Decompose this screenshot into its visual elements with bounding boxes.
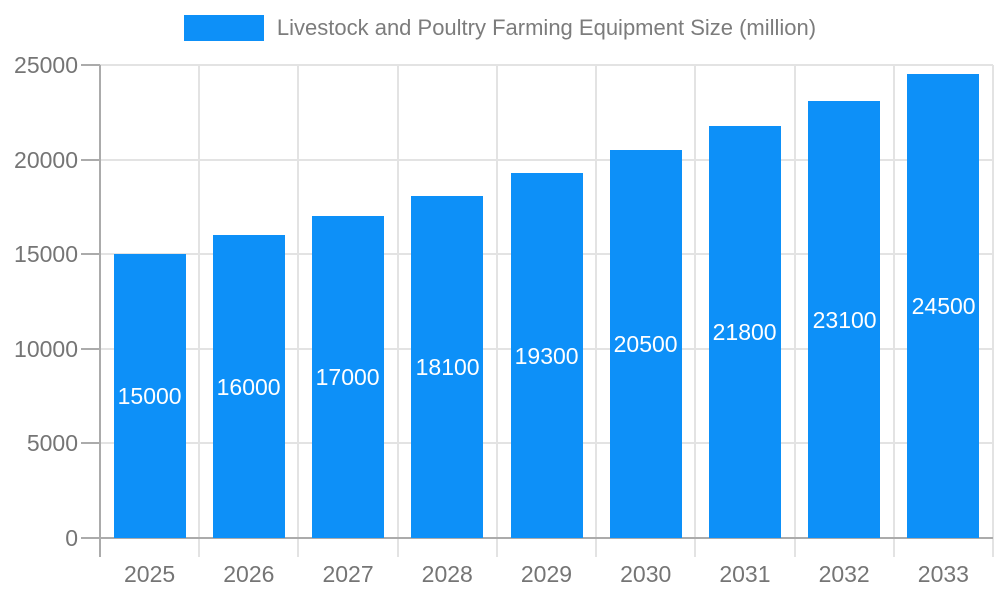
legend[interactable]: Livestock and Poultry Farming Equipment … (0, 15, 1000, 41)
y-axis-tick (81, 442, 100, 445)
y-axis-line (99, 65, 101, 557)
x-axis-tick-label: 2029 (520, 561, 573, 587)
x-axis-line (100, 537, 993, 539)
v-gridline (793, 65, 796, 557)
bar-2031[interactable] (709, 126, 781, 538)
h-gridline (100, 158, 993, 161)
bar-2033[interactable] (907, 74, 979, 538)
bar-value-label: 15000 (117, 383, 182, 409)
bar-2028[interactable] (411, 196, 483, 538)
y-axis-tick-label: 0 (65, 525, 78, 551)
y-axis-tick-label: 20000 (14, 146, 78, 173)
v-gridline (495, 65, 498, 557)
v-gridline (396, 65, 399, 557)
legend-label: Livestock and Poultry Farming Equipment … (276, 15, 817, 40)
y-axis-tick (81, 253, 100, 256)
x-axis-tick-label: 2030 (620, 561, 672, 587)
bar-value-label: 16000 (216, 374, 281, 400)
v-gridline (892, 65, 895, 557)
y-axis-tick (81, 64, 100, 66)
v-gridline (198, 65, 201, 557)
y-axis-tick-label: 10000 (14, 335, 78, 362)
bar-2030[interactable] (610, 150, 682, 538)
v-gridline (992, 65, 994, 557)
bar-value-label: 21800 (712, 319, 777, 345)
bar-2026[interactable] (213, 235, 285, 538)
h-gridline (100, 64, 993, 66)
y-axis-tick (81, 158, 100, 161)
legend-swatch (183, 15, 264, 41)
y-axis-tick-label: 5000 (26, 430, 78, 457)
bar-2032[interactable] (808, 101, 880, 538)
v-gridline (694, 65, 697, 557)
x-axis-tick-label: 2025 (124, 561, 176, 587)
bar-2027[interactable] (312, 216, 384, 538)
y-axis-tick-label: 25000 (14, 52, 78, 78)
x-axis-tick-label: 2033 (917, 561, 969, 587)
bar-value-label: 18100 (415, 354, 480, 380)
x-axis-tick-label: 2032 (818, 561, 870, 587)
bar-value-label: 24500 (911, 293, 976, 319)
x-axis-tick-label: 2027 (322, 561, 374, 587)
bar-value-label: 19300 (514, 343, 579, 369)
bar-value-label: 20500 (613, 331, 678, 357)
y-axis-tick-label: 15000 (14, 241, 78, 268)
bar-value-label: 23100 (812, 307, 877, 333)
v-gridline (595, 65, 598, 557)
bar-2025[interactable] (114, 254, 186, 538)
x-axis-tick-label: 2026 (223, 561, 275, 587)
y-axis-tick (81, 537, 100, 539)
x-axis-tick-label: 2031 (719, 561, 771, 587)
y-axis-tick (81, 347, 100, 350)
bar-2029[interactable] (511, 173, 583, 538)
x-axis-tick-label: 2028 (421, 561, 473, 587)
bar-value-label: 17000 (315, 364, 380, 390)
v-gridline (297, 65, 300, 557)
